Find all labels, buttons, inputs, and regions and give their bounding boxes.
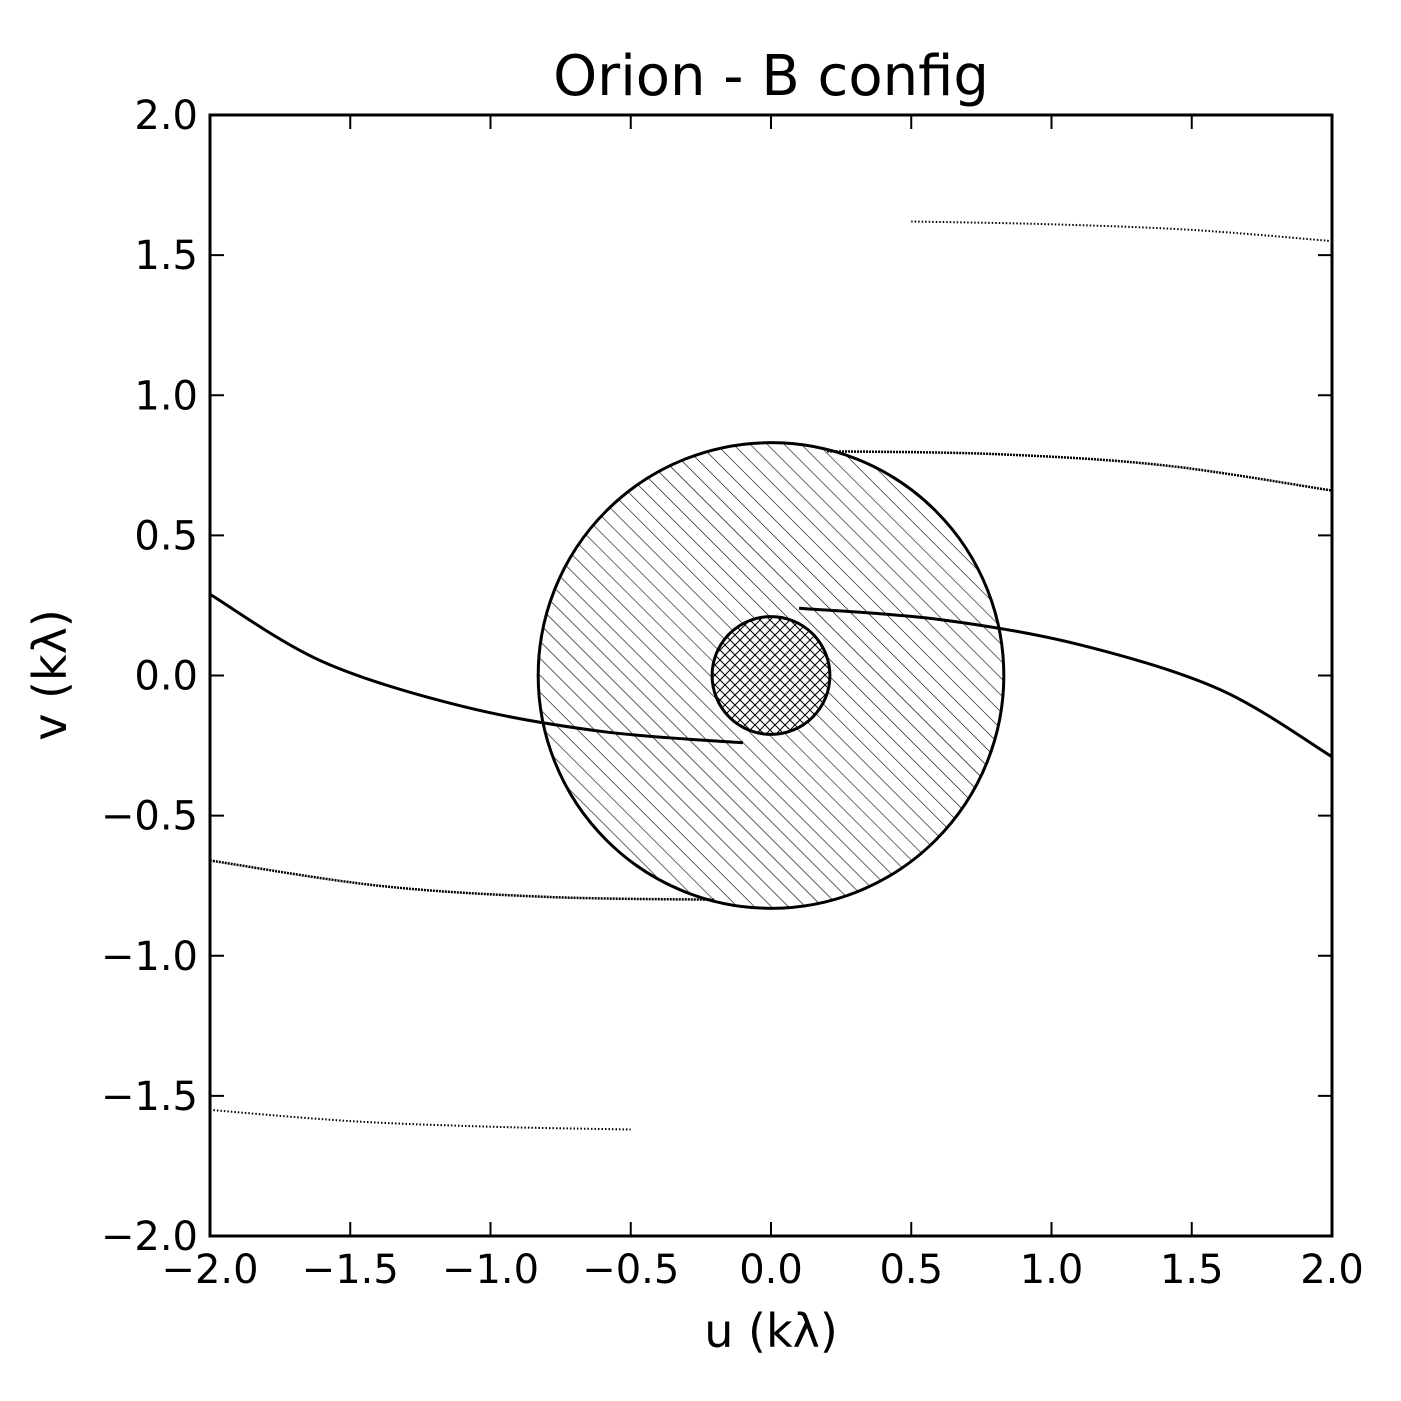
- x-tick-label: −0.5: [582, 1247, 679, 1293]
- y-tick-label: −2.0: [101, 1214, 198, 1260]
- region-1-crosshatch: [710, 615, 832, 736]
- y-tick-label: 1.0: [134, 373, 198, 419]
- chart-title: Orion - B config: [553, 44, 989, 109]
- y-tick-label: 0.5: [134, 513, 198, 559]
- x-tick-label: −2.0: [161, 1247, 258, 1293]
- uv-track-4: [798, 606, 1332, 759]
- x-tick-label: 1.5: [1160, 1247, 1224, 1293]
- y-tick-label: −1.0: [101, 934, 198, 980]
- x-tick-label: −1.5: [302, 1247, 399, 1293]
- x-tick-label: −1.0: [442, 1247, 539, 1293]
- y-tick-label: −1.5: [101, 1074, 198, 1120]
- regions-layer: [536, 441, 1006, 910]
- y-axis-label: v (kλ): [23, 609, 77, 741]
- y-tick-label: 1.5: [134, 233, 198, 279]
- uv-track-2: [827, 450, 1332, 492]
- x-axis-ticks: −2.0 −1.5 −1.0 −0.5 0.0 0.5 1.0 1.5 2.0: [161, 115, 1364, 1293]
- uv-track-0: [911, 220, 1332, 243]
- x-tick-label: 0.0: [739, 1247, 803, 1293]
- x-axis-label: u (kλ): [704, 1304, 838, 1358]
- x-tick-label: 2.0: [1300, 1247, 1364, 1293]
- y-tick-label: 2.0: [134, 93, 198, 139]
- x-tick-label: 0.5: [879, 1247, 943, 1293]
- y-tick-label: −0.5: [101, 794, 198, 840]
- y-tick-label: 0.0: [134, 654, 198, 700]
- uv-track-5: [210, 592, 744, 745]
- uv-track-1: [210, 1108, 631, 1131]
- x-tick-label: 1.0: [1020, 1247, 1084, 1293]
- tracks-layer: [210, 220, 1332, 1131]
- y-axis-ticks: 2.0 1.5 1.0 0.5 0.0 −0.5 −1.0 −1.5 −2.0: [101, 93, 1332, 1260]
- uv-track-3: [210, 859, 715, 901]
